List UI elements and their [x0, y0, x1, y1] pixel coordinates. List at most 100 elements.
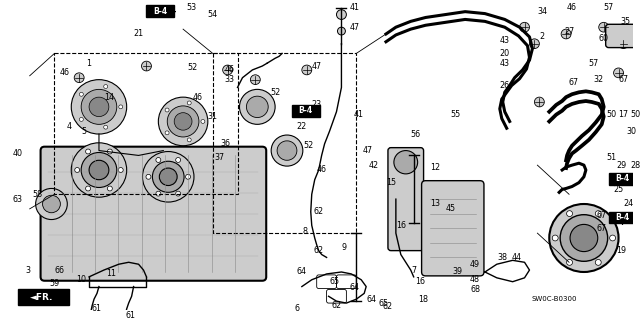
Circle shape: [174, 113, 192, 130]
Circle shape: [175, 191, 180, 196]
Text: 52: 52: [188, 63, 198, 72]
Text: 32: 32: [594, 75, 604, 84]
Text: 33: 33: [225, 75, 235, 84]
Text: 51: 51: [607, 153, 617, 162]
FancyBboxPatch shape: [40, 147, 266, 281]
Circle shape: [71, 80, 127, 134]
Circle shape: [566, 259, 573, 265]
Circle shape: [570, 224, 598, 252]
Circle shape: [175, 158, 180, 162]
Text: 42: 42: [369, 161, 379, 170]
Text: 64: 64: [349, 283, 359, 292]
Circle shape: [302, 65, 312, 75]
Circle shape: [89, 97, 109, 116]
Text: 43: 43: [500, 36, 509, 45]
Text: 34: 34: [538, 7, 547, 16]
Circle shape: [81, 152, 116, 188]
Circle shape: [223, 65, 232, 75]
Circle shape: [79, 117, 83, 121]
Circle shape: [201, 120, 205, 123]
Text: 25: 25: [613, 185, 623, 194]
Text: 52: 52: [270, 88, 280, 97]
Text: 46: 46: [193, 93, 203, 102]
Text: 37: 37: [214, 153, 225, 162]
Text: 30: 30: [627, 127, 636, 136]
Circle shape: [86, 186, 90, 191]
Text: 18: 18: [419, 295, 429, 304]
Text: 40: 40: [13, 149, 23, 158]
Circle shape: [104, 85, 108, 88]
Text: 50: 50: [607, 110, 617, 119]
Text: 62: 62: [332, 301, 342, 310]
Text: 44: 44: [511, 253, 522, 262]
Circle shape: [595, 259, 601, 265]
Circle shape: [167, 106, 199, 137]
Circle shape: [75, 167, 79, 173]
Text: 50: 50: [630, 110, 640, 119]
Text: 59: 59: [49, 279, 60, 288]
Circle shape: [79, 93, 83, 96]
Text: 46: 46: [225, 65, 235, 74]
Circle shape: [118, 167, 124, 173]
Text: 62: 62: [314, 246, 324, 255]
Text: 63: 63: [13, 195, 23, 204]
Text: 20: 20: [500, 49, 510, 58]
Text: 57: 57: [589, 59, 599, 68]
Text: 15: 15: [386, 178, 396, 187]
Text: 10: 10: [76, 275, 86, 284]
Text: 17: 17: [618, 110, 628, 119]
Bar: [609, 212, 636, 223]
Text: 64: 64: [297, 268, 307, 277]
Circle shape: [595, 211, 601, 217]
Circle shape: [158, 97, 208, 146]
Bar: [147, 5, 174, 17]
Circle shape: [119, 105, 123, 109]
Text: 57: 57: [604, 3, 614, 12]
Text: 8: 8: [302, 227, 307, 236]
FancyBboxPatch shape: [422, 181, 484, 276]
Text: B-4: B-4: [616, 213, 630, 222]
Circle shape: [250, 75, 260, 85]
Bar: [609, 173, 636, 185]
Text: 55: 55: [450, 110, 460, 119]
Circle shape: [89, 160, 109, 180]
Text: 62: 62: [314, 207, 324, 216]
Circle shape: [71, 143, 127, 197]
Text: 39: 39: [452, 268, 462, 277]
Text: ◄FR.: ◄FR.: [29, 293, 53, 302]
Circle shape: [560, 215, 607, 261]
Text: 2: 2: [540, 33, 545, 41]
Text: 16: 16: [415, 277, 426, 286]
Text: 43: 43: [500, 59, 509, 68]
Circle shape: [104, 125, 108, 129]
Text: 36: 36: [221, 139, 230, 148]
Circle shape: [549, 204, 618, 272]
Text: 9: 9: [342, 243, 347, 252]
Text: 21: 21: [134, 29, 143, 39]
Text: 29: 29: [616, 161, 627, 170]
Text: 62: 62: [383, 302, 393, 311]
Text: 67: 67: [596, 224, 607, 233]
Circle shape: [81, 89, 116, 124]
Circle shape: [188, 138, 191, 142]
Text: 41: 41: [353, 110, 364, 119]
Text: 11: 11: [106, 270, 116, 278]
Circle shape: [156, 191, 161, 196]
Text: 46: 46: [317, 166, 326, 174]
Text: 35: 35: [620, 17, 630, 26]
Text: 54: 54: [208, 10, 218, 19]
Text: 46: 46: [567, 3, 577, 12]
Circle shape: [610, 235, 616, 241]
Text: 49: 49: [470, 260, 480, 269]
Circle shape: [165, 108, 169, 112]
Text: 66: 66: [54, 265, 65, 275]
Text: 48: 48: [470, 275, 480, 284]
Text: 61: 61: [125, 311, 136, 319]
Text: 6: 6: [294, 304, 300, 313]
Circle shape: [271, 135, 303, 166]
Circle shape: [165, 131, 169, 135]
Text: 27: 27: [564, 26, 574, 36]
Circle shape: [159, 168, 177, 186]
Text: 52: 52: [303, 141, 314, 150]
Circle shape: [188, 101, 191, 105]
